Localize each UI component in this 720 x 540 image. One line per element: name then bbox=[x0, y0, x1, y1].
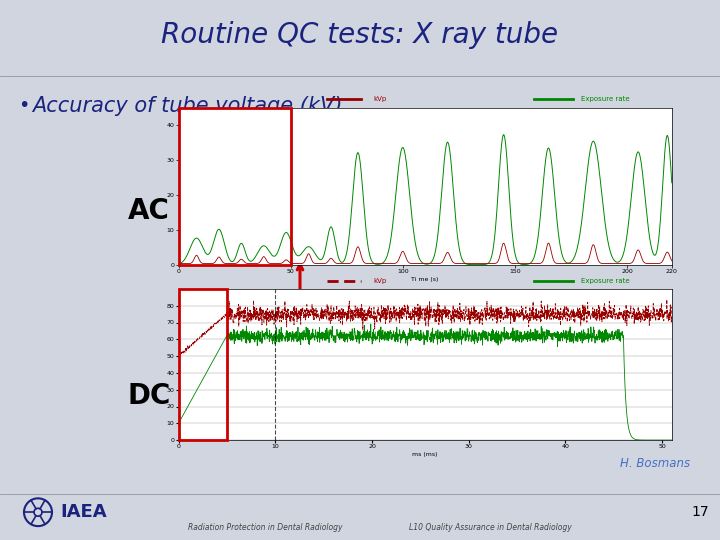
Text: DC: DC bbox=[128, 382, 171, 410]
Bar bbox=[179, 289, 227, 440]
Text: Accuracy of tube voltage (kV): Accuracy of tube voltage (kV) bbox=[32, 96, 343, 116]
Text: Radiation Protection in Dental Radiology: Radiation Protection in Dental Radiology bbox=[188, 523, 342, 531]
Text: Exposure rate: Exposure rate bbox=[580, 278, 629, 284]
X-axis label: ms (ms): ms (ms) bbox=[413, 452, 438, 457]
Bar bbox=[179, 108, 291, 265]
X-axis label: Ti me (s): Ti me (s) bbox=[411, 276, 439, 281]
Text: AC: AC bbox=[128, 197, 170, 225]
Text: •: • bbox=[18, 97, 30, 116]
Text: Exposure rate: Exposure rate bbox=[580, 96, 629, 103]
Text: kVp: kVp bbox=[374, 96, 387, 103]
Text: H. Bosmans: H. Bosmans bbox=[620, 457, 690, 470]
Text: Routine QC tests: X ray tube: Routine QC tests: X ray tube bbox=[161, 21, 559, 49]
Text: 17: 17 bbox=[691, 505, 708, 519]
Text: L10 Quality Assurance in Dental Radiology: L10 Quality Assurance in Dental Radiolog… bbox=[409, 523, 572, 531]
Text: kVp: kVp bbox=[374, 278, 387, 284]
Text: IAEA: IAEA bbox=[60, 503, 107, 521]
Text: Pre-heating period (excluded from analysis): Pre-heating period (excluded from analys… bbox=[230, 313, 489, 326]
